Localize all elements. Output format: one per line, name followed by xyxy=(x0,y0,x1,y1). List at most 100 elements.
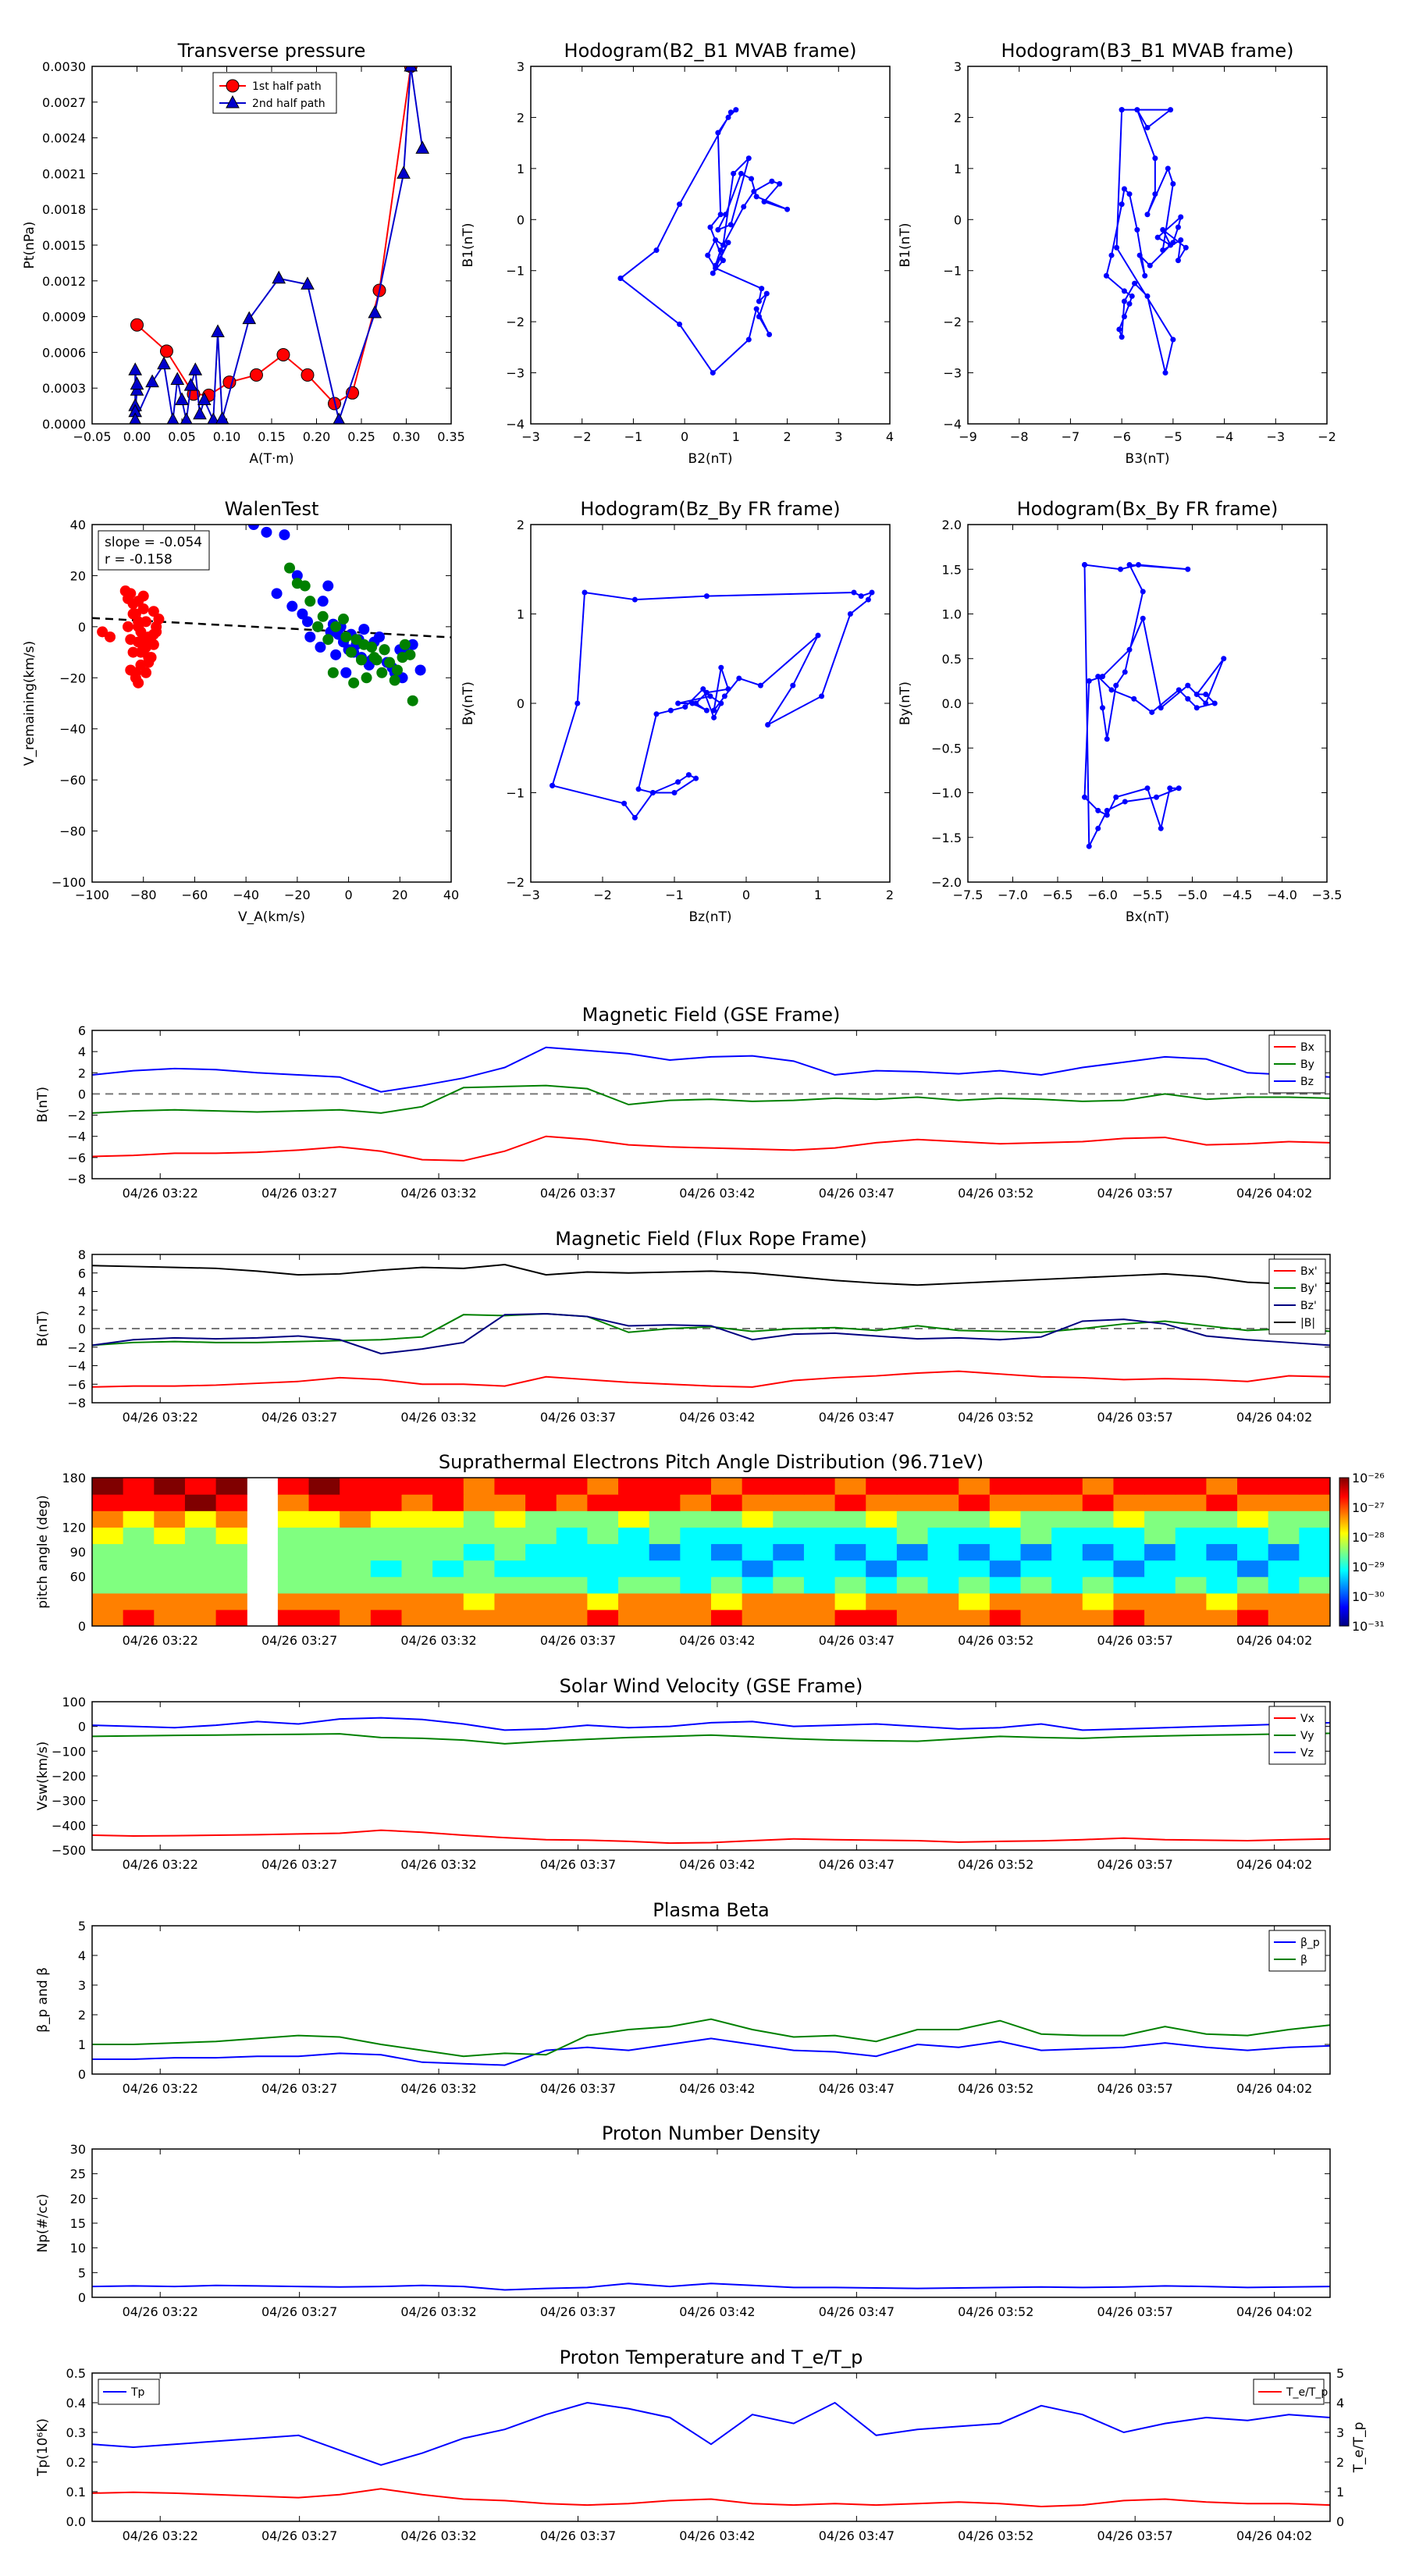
data-point xyxy=(130,672,141,684)
x-tick-label: −4 xyxy=(1215,429,1234,444)
y2-tick-label: 1 xyxy=(1336,2485,1344,2500)
y-tick-label: 0 xyxy=(78,2290,86,2305)
data-point xyxy=(1170,240,1176,246)
series-line xyxy=(92,1829,1330,1845)
heatmap-cell xyxy=(525,1478,557,1495)
heatmap-cell xyxy=(525,1494,557,1511)
heatmap-cell xyxy=(556,1494,588,1511)
heatmap-cell xyxy=(432,1527,464,1545)
plot-frame xyxy=(91,2148,1331,2298)
series-line xyxy=(92,1084,1330,1114)
y-tick-label: 0.0003 xyxy=(42,381,86,396)
data-point xyxy=(166,412,180,424)
plot-frame xyxy=(91,1254,1331,1404)
heatmap-cell xyxy=(154,1478,186,1495)
heatmap-cell xyxy=(1268,1478,1300,1495)
legend-label: |B| xyxy=(1300,1317,1315,1329)
data-point xyxy=(653,247,660,254)
annotation-text: r = -0.158 xyxy=(105,552,173,568)
y-tick-label: 20 xyxy=(70,2191,86,2206)
heatmap-cell xyxy=(866,1609,898,1626)
heatmap-cell xyxy=(184,1592,217,1610)
heatmap-cell xyxy=(1237,1609,1269,1626)
data-point xyxy=(1104,812,1110,818)
y-tick-label: 2 xyxy=(954,110,962,125)
heatmap-cell xyxy=(896,1609,929,1626)
data-point xyxy=(720,242,726,248)
heatmap-cell xyxy=(896,1560,929,1578)
y-axis-label: Vsw(km/s) xyxy=(35,1742,51,1811)
data-point xyxy=(1165,165,1171,172)
heatmap-cell xyxy=(215,1494,247,1511)
data-point xyxy=(617,276,624,282)
data-point xyxy=(847,611,853,617)
panel-title: Proton Temperature and T_e/T_p xyxy=(560,2347,863,2368)
panel-bfr: Magnetic Field (Flux Rope Frame) 04/26 03… xyxy=(35,1228,1331,1425)
heatmap-cell xyxy=(1268,1560,1300,1578)
data-point xyxy=(322,580,334,592)
heatmap-cell xyxy=(1268,1609,1300,1626)
heatmap-cell xyxy=(711,1543,743,1561)
data-point xyxy=(127,608,139,620)
data-point xyxy=(414,664,426,676)
heatmap-cell xyxy=(1175,1560,1207,1578)
y-tick-label: −8 xyxy=(67,1172,86,1187)
y-tick-label: 1.0 xyxy=(942,607,962,622)
heatmap-cell xyxy=(1206,1478,1238,1495)
heatmap-cell xyxy=(1206,1494,1238,1511)
x-tick-label: −5.5 xyxy=(1133,888,1163,902)
heatmap-cell xyxy=(1237,1527,1269,1545)
data-point xyxy=(1134,107,1140,113)
y-axis-label: B(nT) xyxy=(35,1087,51,1123)
heatmap-cell xyxy=(1268,1576,1300,1594)
y-tick-label: 0 xyxy=(78,1619,86,1634)
x-tick-label: −7.5 xyxy=(953,888,984,902)
data-point xyxy=(128,362,143,375)
heatmap-cell xyxy=(1237,1494,1269,1511)
heatmap-cell xyxy=(463,1576,496,1594)
heatmap-cell xyxy=(340,1592,372,1610)
x-tick-label: 04/26 03:42 xyxy=(679,1857,755,1872)
series-line xyxy=(92,2488,1330,2508)
colorbar-tick-label: 10⁻³⁰ xyxy=(1352,1589,1385,1604)
data-point xyxy=(675,779,681,785)
legend-label: By xyxy=(1300,1059,1314,1071)
panel-title: Magnetic Field (GSE Frame) xyxy=(582,1004,841,1026)
data-point xyxy=(338,614,349,625)
heatmap-cell xyxy=(401,1576,433,1594)
heatmap-cell xyxy=(989,1478,1022,1495)
heatmap-cell xyxy=(1113,1560,1145,1578)
y-tick-label: 0.0012 xyxy=(42,274,86,289)
x-tick-label: 04/26 03:32 xyxy=(400,1186,476,1201)
x-tick-label: 04/26 03:47 xyxy=(819,1633,895,1648)
data-point xyxy=(1136,252,1143,258)
heatmap-cell xyxy=(340,1478,372,1495)
heatmap-cell xyxy=(1113,1510,1145,1528)
data-point xyxy=(175,392,189,405)
data-point xyxy=(720,258,726,264)
heatmap-cell xyxy=(866,1543,898,1561)
y-tick-label: −1.5 xyxy=(931,831,962,845)
x-tick-label: 04/26 03:47 xyxy=(819,1410,895,1425)
x-tick-label: 04/26 03:27 xyxy=(261,2528,337,2543)
y-tick-label: 0 xyxy=(78,2067,86,2082)
heatmap-cell xyxy=(556,1609,588,1626)
heatmap-cell xyxy=(123,1592,155,1610)
y-tick-label: −6 xyxy=(67,1151,86,1165)
y-tick-label: 25 xyxy=(70,2167,86,2182)
x-tick-label: 1 xyxy=(814,888,822,902)
data-point xyxy=(741,204,747,210)
heatmap-cell xyxy=(123,1576,155,1594)
y-tick-label: −1 xyxy=(506,264,525,279)
heatmap-cell xyxy=(742,1576,774,1594)
y-tick-label: −4 xyxy=(67,1359,86,1374)
y-tick-label: 0.0027 xyxy=(42,95,86,110)
x-tick-label: 04/26 03:47 xyxy=(819,1186,895,1201)
heatmap-cell xyxy=(989,1576,1022,1594)
heatmap-cell xyxy=(1206,1527,1238,1545)
legend-label: Vx xyxy=(1300,1713,1314,1725)
y-tick-label: 0 xyxy=(517,696,525,711)
data-point xyxy=(677,321,683,327)
data-point xyxy=(700,686,706,692)
x-tick-label: 04/26 03:52 xyxy=(958,2304,1033,2319)
